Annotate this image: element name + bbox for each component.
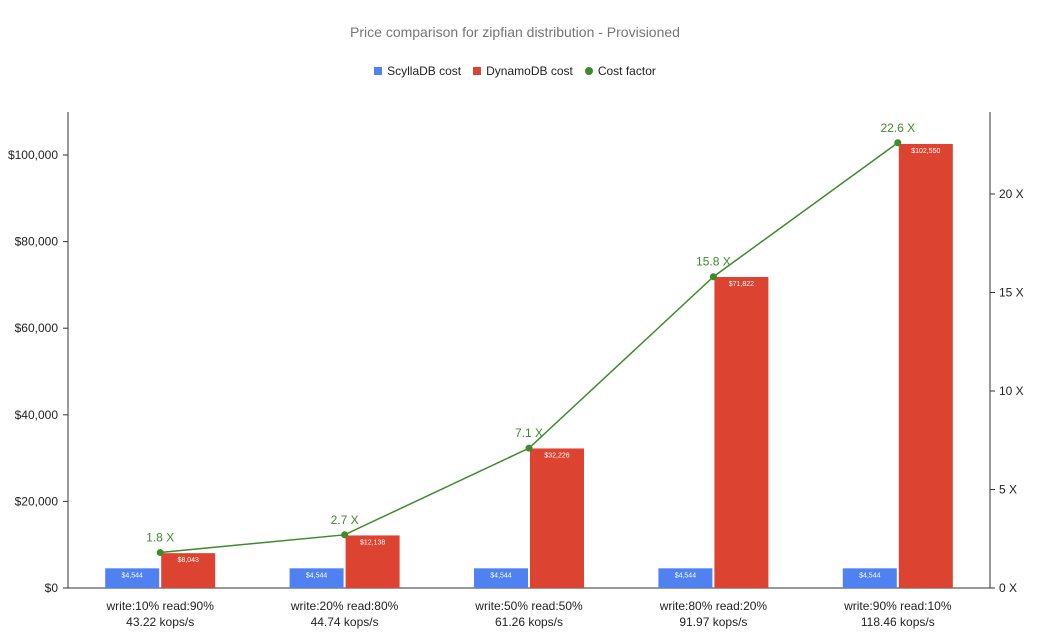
legend-swatch-cost-factor [584, 67, 593, 75]
x-category-sublabel: 91.97 kops/s [679, 615, 747, 629]
chart-title: Price comparison for zipfian distributio… [350, 24, 680, 40]
bar-data-label: $4,544 [306, 572, 328, 579]
x-category-label: write:50% read:50% [474, 599, 583, 613]
bar-dynamodb[interactable] [530, 448, 584, 588]
y-left-tick-label: $100,000 [8, 148, 58, 162]
bar-data-label: $4,544 [859, 572, 881, 579]
cost-factor-label: 7.1 X [515, 426, 543, 440]
legend-swatch-dynamodb [473, 67, 482, 75]
legend-item-cost-factor[interactable]: Cost factor [584, 64, 656, 78]
bar-scylladb[interactable] [474, 568, 528, 588]
cost-factor-point[interactable] [341, 531, 349, 539]
y-left-tick-label: $80,000 [15, 235, 59, 249]
bar-data-label: $12,138 [360, 539, 385, 546]
bar-scylladb[interactable] [658, 568, 713, 588]
legend-item-scylladb[interactable]: ScyllaDB cost [374, 64, 461, 78]
bar-scylladb[interactable] [105, 568, 160, 588]
legend-label-cost-factor: Cost factor [597, 64, 656, 78]
bar-data-label: $102,550 [911, 148, 940, 155]
cost-factor-point[interactable] [156, 549, 164, 557]
y-right-tick-label: 15 X [999, 286, 1024, 300]
x-category-label: write:90% read:10% [843, 599, 952, 613]
y-left-tick-label: $0 [45, 581, 59, 595]
x-category-sublabel: 44.74 kops/s [311, 615, 379, 629]
y-left-tick-label: $20,000 [15, 494, 59, 508]
cost-factor-label: 22.6 X [880, 121, 915, 135]
bar-dynamodb[interactable] [161, 553, 216, 588]
y-right-tick-label: 10 X [999, 384, 1024, 398]
y-right-tick-label: 5 X [999, 483, 1017, 497]
cost-factor-point[interactable] [709, 273, 717, 281]
x-category-label: write:10% read:90% [106, 599, 215, 613]
cost-factor-label: 15.8 X [696, 255, 731, 269]
cost-factor-point[interactable] [894, 139, 902, 147]
bar-dynamodb[interactable] [714, 277, 769, 588]
legend-swatch-scylladb [374, 67, 383, 75]
bar-data-label: $8,043 [177, 557, 199, 564]
bar-dynamodb[interactable] [345, 535, 400, 588]
bar-data-label: $4,544 [675, 572, 697, 579]
y-left-tick-label: $60,000 [15, 321, 59, 335]
bar-data-label: $4,544 [490, 572, 512, 579]
legend-label-dynamodb: DynamoDB cost [486, 64, 573, 78]
bar-data-label: $71,822 [729, 281, 754, 288]
y-left-tick-label: $40,000 [15, 408, 59, 422]
legend-item-dynamodb[interactable]: DynamoDB cost [473, 64, 573, 78]
legend-label-scylladb: ScyllaDB cost [387, 64, 462, 78]
legend: ScyllaDB cost DynamoDB cost Cost factor [0, 64, 1030, 78]
x-category-sublabel: 118.46 kops/s [861, 615, 935, 629]
cost-factor-label: 1.8 X [146, 531, 174, 545]
x-category-sublabel: 43.22 kops/s [126, 615, 194, 629]
bar-scylladb[interactable] [289, 568, 344, 588]
bar-data-label: $32,226 [544, 452, 569, 459]
x-category-label: write:20% read:80% [290, 599, 399, 613]
y-right-tick-label: 20 X [999, 187, 1024, 201]
y-right-tick-label: 0 X [999, 581, 1017, 595]
x-category-label: write:80% read:20% [659, 599, 768, 613]
bar-data-label: $4,544 [121, 572, 143, 579]
x-category-sublabel: 61.26 kops/s [495, 615, 563, 629]
bar-dynamodb[interactable] [898, 143, 953, 588]
cost-factor-label: 2.7 X [331, 513, 359, 527]
cost-factor-point[interactable] [525, 444, 533, 452]
cost-factor-line [160, 142, 899, 554]
bar-scylladb[interactable] [842, 568, 897, 588]
